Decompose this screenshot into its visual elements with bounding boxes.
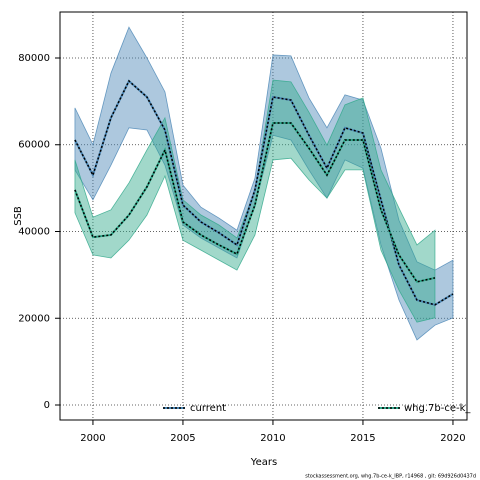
- y-tick-label: 60000: [18, 140, 50, 151]
- x-tick-label: 2010: [260, 433, 285, 444]
- x-axis-label: Years: [250, 457, 277, 468]
- line-color: [74, 122, 436, 283]
- y-tick-label: 40000: [18, 227, 50, 238]
- y-tick-label: 80000: [18, 53, 50, 64]
- legend-label: current: [190, 403, 226, 414]
- y-tick-label: 0: [44, 400, 50, 411]
- legend-label: whg.7b-ce-k_: [404, 403, 471, 414]
- x-tick-label: 2020: [440, 433, 465, 444]
- plot-frame: [59, 11, 468, 421]
- footer: stockassessment.org, whg.7b-ce-k_IBP, r1…: [305, 474, 476, 480]
- y-tick-label: 20000: [18, 313, 50, 324]
- confidence-band: [74, 26, 454, 341]
- x-tick-label: 2015: [350, 433, 375, 444]
- x-tick-label: 2005: [170, 433, 195, 444]
- x-tick-label: 2000: [80, 433, 105, 444]
- y-axis-label: SSB: [13, 206, 24, 226]
